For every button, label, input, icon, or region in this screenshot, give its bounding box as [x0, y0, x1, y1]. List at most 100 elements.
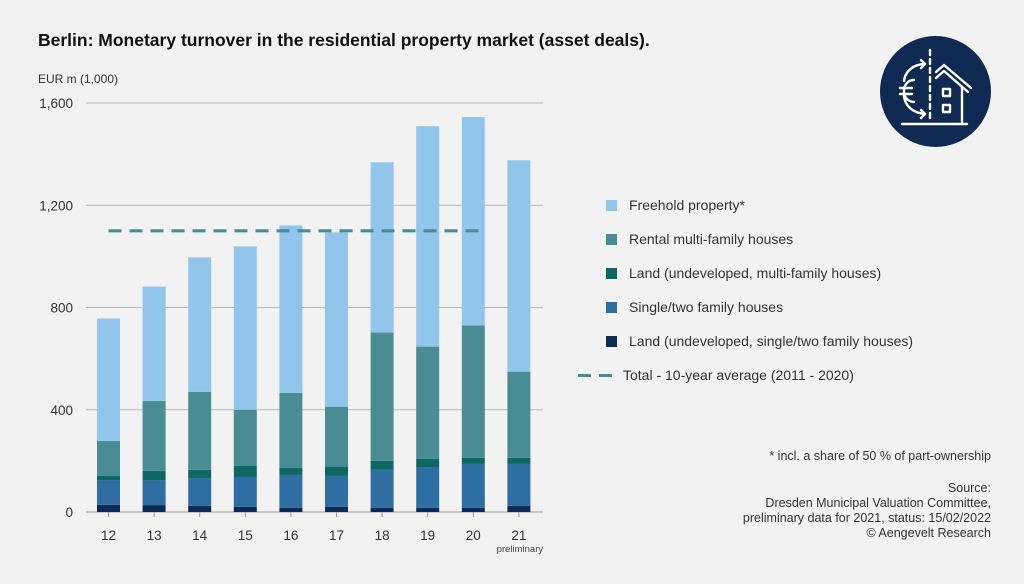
bar-segment — [142, 286, 166, 401]
legend-item-land-single-two-family: Land (undeveloped, single/two family hou… — [578, 324, 913, 358]
bar-segment — [279, 225, 303, 393]
bar-segment — [325, 406, 348, 468]
legend-item-rental-multi-family: Rental multi-family houses — [578, 222, 913, 256]
bar-segment — [188, 505, 212, 512]
bar-stack — [461, 117, 485, 512]
legend-label: Total - 10-year average (2011 - 2020) — [623, 367, 854, 383]
bar-stack — [279, 225, 303, 512]
bar-segment — [370, 332, 394, 461]
bar-segment — [325, 506, 348, 512]
legend-item-freehold: Freehold property* — [578, 188, 913, 222]
bar-stack — [188, 257, 212, 512]
bar-segment — [416, 346, 440, 459]
bar-segment — [233, 409, 257, 466]
y-tick-label: 400 — [50, 403, 73, 418]
bar-segment — [279, 392, 303, 469]
bar-segment — [507, 457, 531, 464]
bar-segment — [370, 460, 394, 470]
bar-segment — [370, 469, 394, 508]
bar-stack — [142, 286, 166, 512]
y-axis-ticks: 0 400 800 1,200 1,600 — [39, 96, 73, 520]
legend-item-single-two-family: Single/two family houses — [578, 290, 913, 324]
bar-segment — [233, 506, 257, 512]
bar-segment — [97, 480, 120, 505]
bar-stack — [325, 232, 348, 512]
bar-stack — [507, 160, 531, 512]
bar-segment — [97, 318, 120, 441]
bar-segment — [507, 160, 531, 372]
source-line: Dresden Municipal Valuation Committee, — [765, 496, 991, 510]
bar-segment — [97, 475, 120, 481]
legend-item-land-multi-family: Land (undeveloped, multi-family houses) — [578, 256, 913, 290]
bar-segment — [233, 476, 257, 507]
legend-label: Land (undeveloped, multi-family houses) — [629, 265, 882, 281]
bar-segment — [507, 371, 531, 458]
bar-segment — [416, 467, 440, 508]
chart-title: Berlin: Monetary turnover in the residen… — [38, 30, 650, 50]
bar-segment — [97, 504, 120, 512]
legend-swatch — [606, 233, 617, 245]
bar-segment — [142, 400, 166, 471]
x-tick-label: 20 — [466, 528, 481, 543]
x-tick-label: 16 — [283, 528, 298, 543]
x-tick-label: 14 — [192, 528, 208, 543]
bar-segment — [507, 463, 531, 506]
bar-segment — [461, 463, 485, 508]
y-tick-label: 800 — [50, 301, 73, 316]
x-tick-label: 13 — [147, 528, 162, 543]
x-tick-label: 17 — [329, 528, 344, 543]
x-tick-sublabel: preliminary — [497, 544, 544, 555]
legend-dash-line — [578, 373, 612, 377]
bar-segment — [461, 457, 485, 464]
x-tick-label: 21 — [511, 528, 526, 543]
source-line: preliminary data for 2021, status: 15/02… — [742, 511, 991, 525]
legend-item-ten-year-average: Total - 10-year average (2011 - 2020) — [578, 358, 913, 392]
bar-segment — [188, 391, 212, 470]
bar-segment — [416, 458, 440, 468]
legend-label: Rental multi-family houses — [629, 231, 794, 247]
bar-segment — [370, 162, 394, 333]
source-line: Source: — [947, 481, 991, 495]
bar-stack — [370, 162, 394, 512]
bar-segment — [416, 507, 440, 512]
y-tick-label: 0 — [65, 505, 73, 520]
bar-segment — [233, 465, 257, 477]
bar-segment — [416, 126, 440, 347]
legend: Freehold property* Rental multi-family h… — [578, 188, 913, 392]
bar-stack — [97, 318, 120, 512]
bar-segment — [188, 478, 212, 506]
bar-segment — [325, 475, 348, 507]
y-tick-label: 1,200 — [39, 198, 73, 213]
bar-segment — [188, 469, 212, 479]
x-tick-label: 15 — [238, 528, 253, 543]
bar-segment — [279, 474, 303, 508]
legend-label: Freehold property* — [629, 197, 745, 213]
legend-label: Single/two family houses — [629, 299, 784, 315]
bar-segment — [97, 440, 120, 476]
euro-house-exchange-icon — [880, 36, 991, 147]
legend-swatch — [606, 267, 617, 279]
bar-segment — [142, 480, 166, 506]
bar-segment — [279, 468, 303, 475]
bar-segment — [142, 470, 166, 481]
source-note: Source: Dresden Municipal Valuation Comm… — [743, 481, 991, 541]
bar-stack — [416, 126, 440, 512]
bar-segment — [279, 507, 303, 512]
y-tick-label: 1,600 — [39, 96, 73, 111]
bar-stack — [233, 246, 257, 512]
bar-segment — [461, 117, 485, 326]
legend-swatch — [606, 335, 617, 347]
bar-segment — [325, 232, 348, 407]
source-line: © Aengevelt Research — [866, 526, 991, 540]
bar-segment — [233, 246, 257, 410]
legend-label: Land (undeveloped, single/two family hou… — [629, 333, 914, 349]
y-axis-unit-label: EUR m (1,000) — [38, 72, 119, 86]
x-tick-label: 18 — [375, 528, 390, 543]
legend-swatch — [606, 301, 617, 313]
bar-segment — [188, 257, 212, 392]
footnote: * incl. a share of 50 % of part-ownershi… — [769, 449, 991, 463]
bar-segment — [370, 507, 394, 512]
bar-segment — [461, 507, 485, 512]
